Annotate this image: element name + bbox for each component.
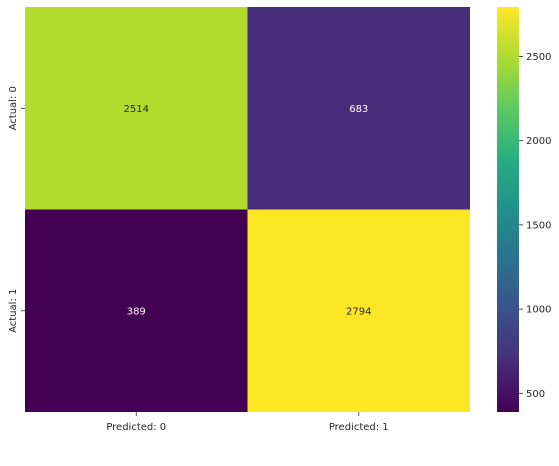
cell-value-label: 683 (349, 104, 368, 115)
y-axis: Actual: 0 Actual: 1 (8, 86, 25, 333)
colorbar-tick-label: 2500 (526, 52, 551, 63)
colorbar-tick-label: 1500 (526, 220, 551, 231)
heatmap-cell-0-0 (25, 7, 248, 210)
y-tick-label: Actual: 1 (8, 289, 19, 333)
cell-value-label: 2514 (124, 104, 149, 115)
cell-value-label: 2794 (346, 306, 371, 317)
x-axis: Predicted: 0 Predicted: 1 (106, 412, 389, 433)
colorbar-tick-label: 2000 (526, 136, 551, 147)
heatmap-cells: 2514 683 389 2794 (25, 7, 470, 412)
colorbar-tick-label: 500 (526, 389, 545, 400)
y-tick-label: Actual: 0 (8, 86, 19, 130)
colorbar-gradient (497, 7, 519, 412)
colorbar-tick-label: 1000 (526, 305, 551, 316)
heatmap-cell-0-1 (247, 7, 470, 210)
colorbar: 500 1000 1500 2000 2500 (497, 7, 551, 412)
x-tick-label: Predicted: 0 (106, 422, 166, 433)
heatmap-cell-1-0 (25, 209, 248, 412)
x-tick-label: Predicted: 1 (329, 422, 389, 433)
heatmap-cell-1-1 (247, 209, 470, 412)
cell-value-label: 389 (127, 306, 146, 317)
